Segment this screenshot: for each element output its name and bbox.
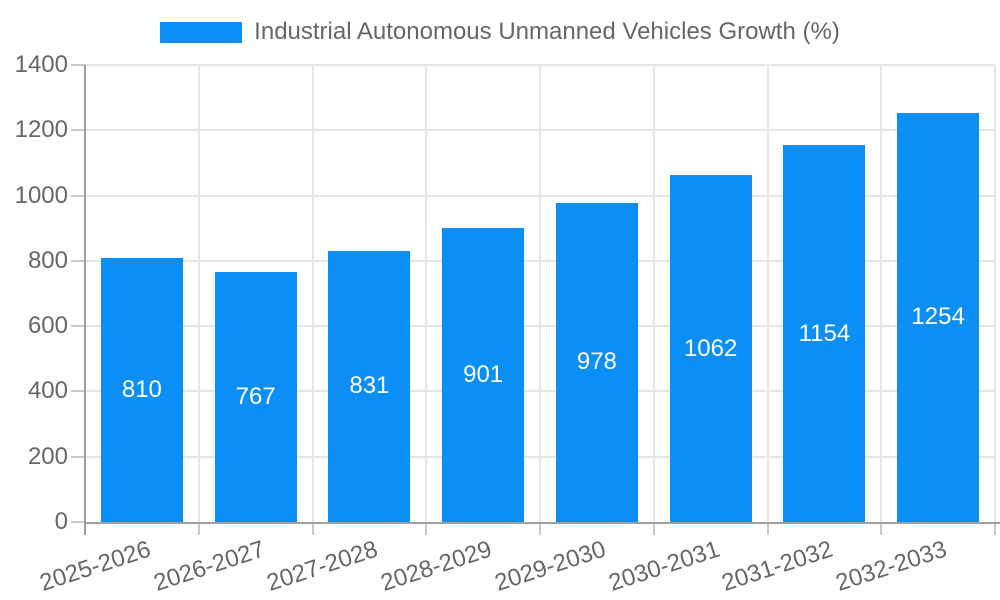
v-gridline	[539, 65, 541, 522]
x-axis-line	[85, 522, 1000, 524]
y-tick	[71, 521, 85, 523]
bar-value-label: 1154	[798, 319, 851, 347]
v-gridline	[652, 65, 655, 522]
bar[interactable]: 810	[100, 257, 183, 522]
v-gridline	[880, 65, 883, 522]
bar[interactable]: 767	[214, 271, 297, 522]
x-tick	[994, 522, 996, 535]
y-tick	[71, 455, 85, 458]
bar-value-label: 1062	[683, 334, 738, 362]
y-axis-tick-label: 400	[27, 377, 68, 405]
y-tick	[71, 129, 85, 132]
bar-value-label: 831	[349, 372, 390, 400]
bar[interactable]: 901	[442, 227, 525, 522]
legend-label: Industrial Autonomous Unmanned Vehicles …	[254, 18, 840, 45]
x-tick	[539, 522, 541, 535]
y-axis-line	[84, 65, 86, 535]
bar[interactable]: 978	[555, 202, 638, 522]
legend[interactable]: Industrial Autonomous Unmanned Vehicles …	[0, 18, 1000, 46]
bar[interactable]: 1062	[669, 175, 752, 522]
bar-value-label: 810	[121, 375, 162, 403]
x-tick	[880, 522, 883, 535]
x-tick	[197, 522, 200, 535]
bar-value-label: 1254	[911, 303, 965, 331]
y-axis-tick-label: 200	[27, 442, 68, 470]
y-tick	[71, 259, 85, 262]
y-tick	[71, 390, 85, 393]
bar[interactable]: 1154	[783, 145, 866, 522]
bar-value-label: 901	[463, 360, 504, 388]
y-axis-tick-label: 800	[27, 246, 68, 274]
v-gridline	[994, 65, 996, 522]
bar-value-label: 978	[576, 348, 617, 376]
x-tick	[311, 522, 314, 535]
plot-area: 810 767 831 901 978 1062 1154 1254	[85, 64, 996, 522]
legend-swatch-icon	[160, 21, 243, 43]
y-axis-tick-label: 600	[27, 312, 68, 340]
x-tick	[652, 522, 655, 535]
bar[interactable]: 1254	[897, 112, 980, 522]
y-axis-tick-label: 1200	[14, 116, 68, 144]
y-tick	[71, 194, 85, 197]
v-gridline	[311, 65, 314, 522]
y-axis-tick-label: 0	[54, 508, 68, 535]
v-gridline	[425, 65, 428, 522]
y-axis-tick-label: 1000	[14, 181, 68, 209]
y-tick	[71, 325, 85, 328]
x-tick	[766, 522, 769, 535]
v-gridline	[766, 65, 769, 522]
bar[interactable]: 831	[328, 250, 411, 522]
x-tick	[425, 522, 428, 535]
y-axis-tick-label: 1400	[14, 51, 68, 78]
y-tick	[71, 64, 85, 66]
bar-value-label: 767	[235, 382, 276, 410]
v-gridline	[197, 65, 200, 522]
